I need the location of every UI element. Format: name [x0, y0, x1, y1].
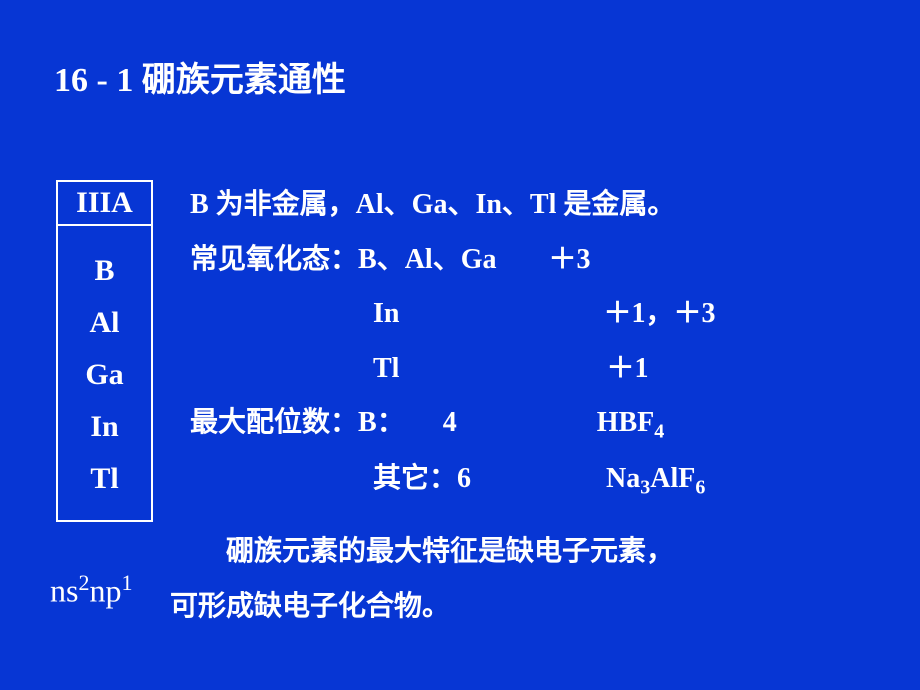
element-in: In: [58, 410, 151, 444]
config-sup1: 2: [78, 570, 89, 595]
coordination-line1: 最大配位数：B：4HBF4: [190, 396, 890, 452]
formula-hbf4-sub: 4: [654, 421, 664, 443]
config-np: np: [89, 573, 121, 609]
element-tl: Tl: [58, 462, 151, 496]
page-title: 16 - 1 硼族元素通性: [54, 52, 346, 101]
config-ns: ns: [50, 573, 78, 609]
oxidation-items-1: B、Al、Ga: [358, 244, 496, 275]
metal-nonmetal-line: B 为非金属，Al、Ga、In、Tl 是金属。: [190, 178, 890, 233]
coordination-other: 其它：: [373, 463, 457, 494]
oxidation-label: 常见氧化态：: [190, 244, 358, 275]
coordination-b: B：: [358, 407, 405, 438]
formula-na3alf6-na: Na: [606, 463, 640, 494]
config-sup2: 1: [121, 570, 132, 595]
coordination-other-num: 6: [457, 463, 471, 494]
oxidation-value-in: ＋1，＋3: [603, 298, 715, 329]
oxidation-value-tl: ＋1: [606, 353, 648, 384]
element-al: Al: [58, 306, 151, 340]
footer-line2: 可形成缺电子化合物。: [170, 580, 890, 635]
element-list: B Al Ga In Tl: [58, 226, 151, 520]
main-content: B 为非金属，Al、Ga、In、Tl 是金属。 常见氧化态：B、Al、Ga＋3 …: [190, 178, 890, 508]
coordination-line2: 其它：6Na3AlF6: [190, 452, 890, 508]
formula-na3alf6-sub2: 6: [695, 477, 705, 499]
element-b: B: [58, 254, 151, 288]
oxidation-value-1: ＋3: [548, 244, 590, 275]
formula-na3alf6-alf: AlF: [650, 463, 695, 494]
formula-hbf4-base: HBF: [597, 407, 655, 438]
oxidation-state-line1: 常见氧化态：B、Al、Ga ＋3: [190, 233, 890, 288]
electron-configuration: ns2np1: [50, 570, 132, 610]
footer-line1: 硼族元素的最大特征是缺电子元素，: [170, 525, 890, 580]
oxidation-state-line2: In ＋1，＋3: [190, 287, 890, 342]
oxidation-state-line3: Tl ＋1: [190, 342, 890, 397]
footer-content: 硼族元素的最大特征是缺电子元素， 可形成缺电子化合物。: [170, 525, 890, 634]
element-ga: Ga: [58, 358, 151, 392]
coordination-label: 最大配位数：: [190, 407, 358, 438]
formula-na3alf6-sub1: 3: [640, 477, 650, 499]
group-header: IIIA: [58, 182, 151, 226]
oxidation-item-tl: Tl: [373, 353, 399, 384]
oxidation-item-in: In: [373, 298, 399, 329]
element-group-box: IIIA B Al Ga In Tl: [56, 180, 153, 522]
coordination-b-num: 4: [443, 407, 457, 438]
